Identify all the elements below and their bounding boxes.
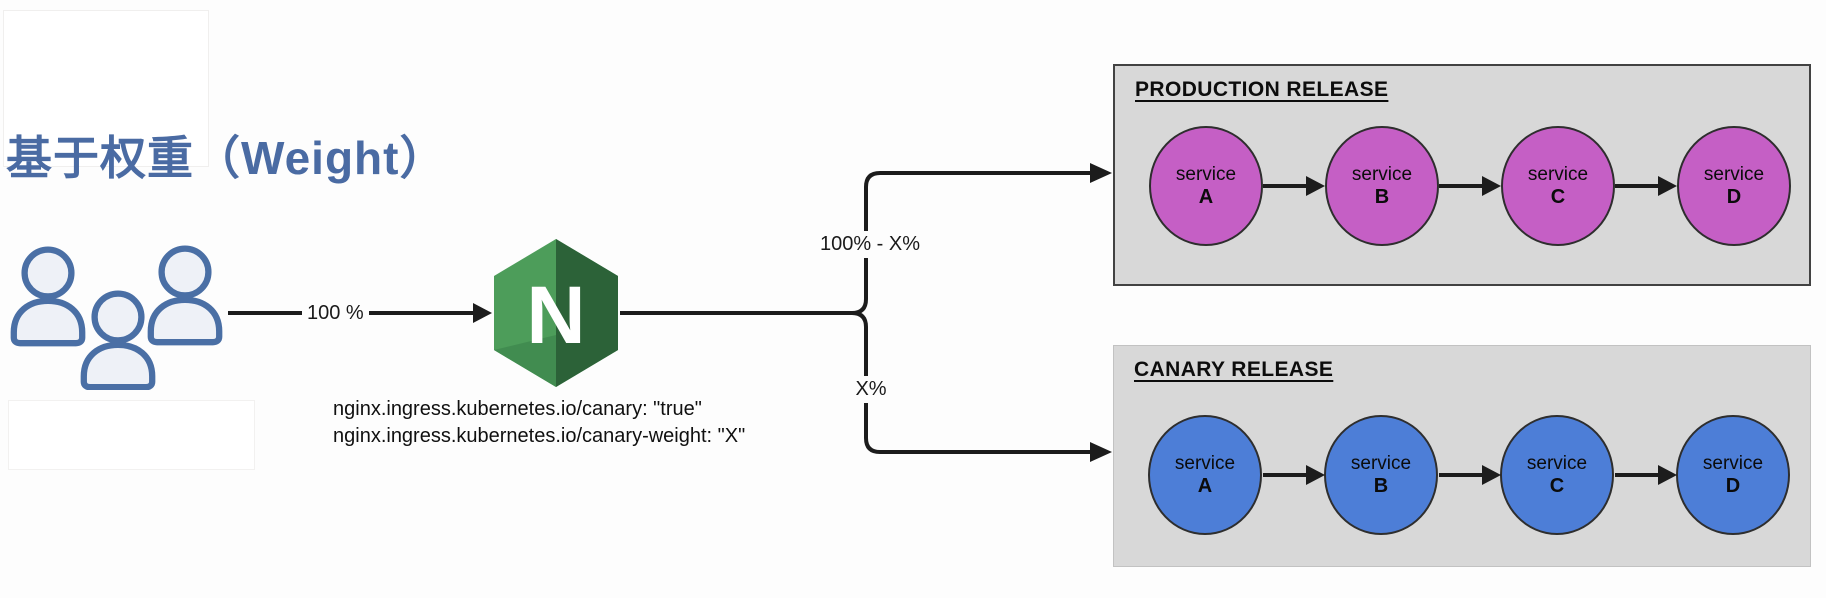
background-panel-top-left bbox=[3, 10, 209, 167]
service-word: service bbox=[1351, 164, 1413, 185]
production-release-box: PRODUCTION RELEASE service A service B s… bbox=[1113, 64, 1811, 286]
service-word: service bbox=[1702, 453, 1764, 474]
production-service-b: service B bbox=[1325, 126, 1439, 246]
canary-service-b: service B bbox=[1324, 415, 1438, 535]
background-panel-bottom-left bbox=[8, 400, 255, 470]
production-service-d: service D bbox=[1677, 126, 1791, 246]
nginx-hexagon-shade bbox=[556, 239, 618, 387]
production-branch-label: 100% - X% bbox=[787, 231, 953, 258]
ingress-traffic-label: 100 % bbox=[302, 300, 369, 327]
annotation-canary-weight: nginx.ingress.kubernetes.io/canary-weigh… bbox=[333, 425, 746, 447]
nginx-hexagon-shade-bottom bbox=[494, 335, 556, 387]
page-title: 基于权重（Weight） bbox=[6, 132, 447, 184]
service-word: service bbox=[1527, 164, 1589, 185]
production-service-c: service C bbox=[1501, 126, 1615, 246]
person-icon bbox=[14, 250, 82, 344]
canary-release-title: CANARY RELEASE bbox=[1134, 358, 1334, 381]
nginx-hexagon bbox=[494, 239, 618, 387]
production-service-a: service A bbox=[1149, 126, 1263, 246]
nginx-letter: N bbox=[526, 270, 585, 361]
canary-service-a: service A bbox=[1148, 415, 1262, 535]
service-letter: D bbox=[1725, 475, 1741, 497]
service-word: service bbox=[1174, 453, 1236, 474]
service-letter: D bbox=[1726, 186, 1742, 208]
canary-branch-label: X% bbox=[838, 376, 904, 403]
person-icon bbox=[84, 294, 152, 388]
arrowhead bbox=[1090, 163, 1112, 183]
nginx-icon: N bbox=[494, 239, 618, 387]
service-word: service bbox=[1703, 164, 1765, 185]
service-word: service bbox=[1526, 453, 1588, 474]
arrowhead bbox=[473, 303, 492, 323]
service-letter: A bbox=[1198, 186, 1214, 208]
canary-service-d: service D bbox=[1676, 415, 1790, 535]
nginx-annotations: nginx.ingress.kubernetes.io/canary: "tru… bbox=[333, 396, 745, 450]
production-release-title: PRODUCTION RELEASE bbox=[1135, 78, 1389, 101]
service-letter: A bbox=[1197, 475, 1213, 497]
annotation-canary: nginx.ingress.kubernetes.io/canary: "tru… bbox=[333, 398, 702, 420]
service-letter: C bbox=[1550, 186, 1566, 208]
users-icon bbox=[8, 235, 228, 390]
service-word: service bbox=[1175, 164, 1237, 185]
service-word: service bbox=[1350, 453, 1412, 474]
service-letter: B bbox=[1373, 475, 1389, 497]
arrowhead bbox=[1090, 442, 1112, 462]
canary-service-c: service C bbox=[1500, 415, 1614, 535]
canary-release-box: CANARY RELEASE service A service B servi… bbox=[1113, 345, 1811, 567]
service-letter: B bbox=[1374, 186, 1390, 208]
person-icon bbox=[151, 249, 219, 343]
service-letter: C bbox=[1549, 475, 1565, 497]
